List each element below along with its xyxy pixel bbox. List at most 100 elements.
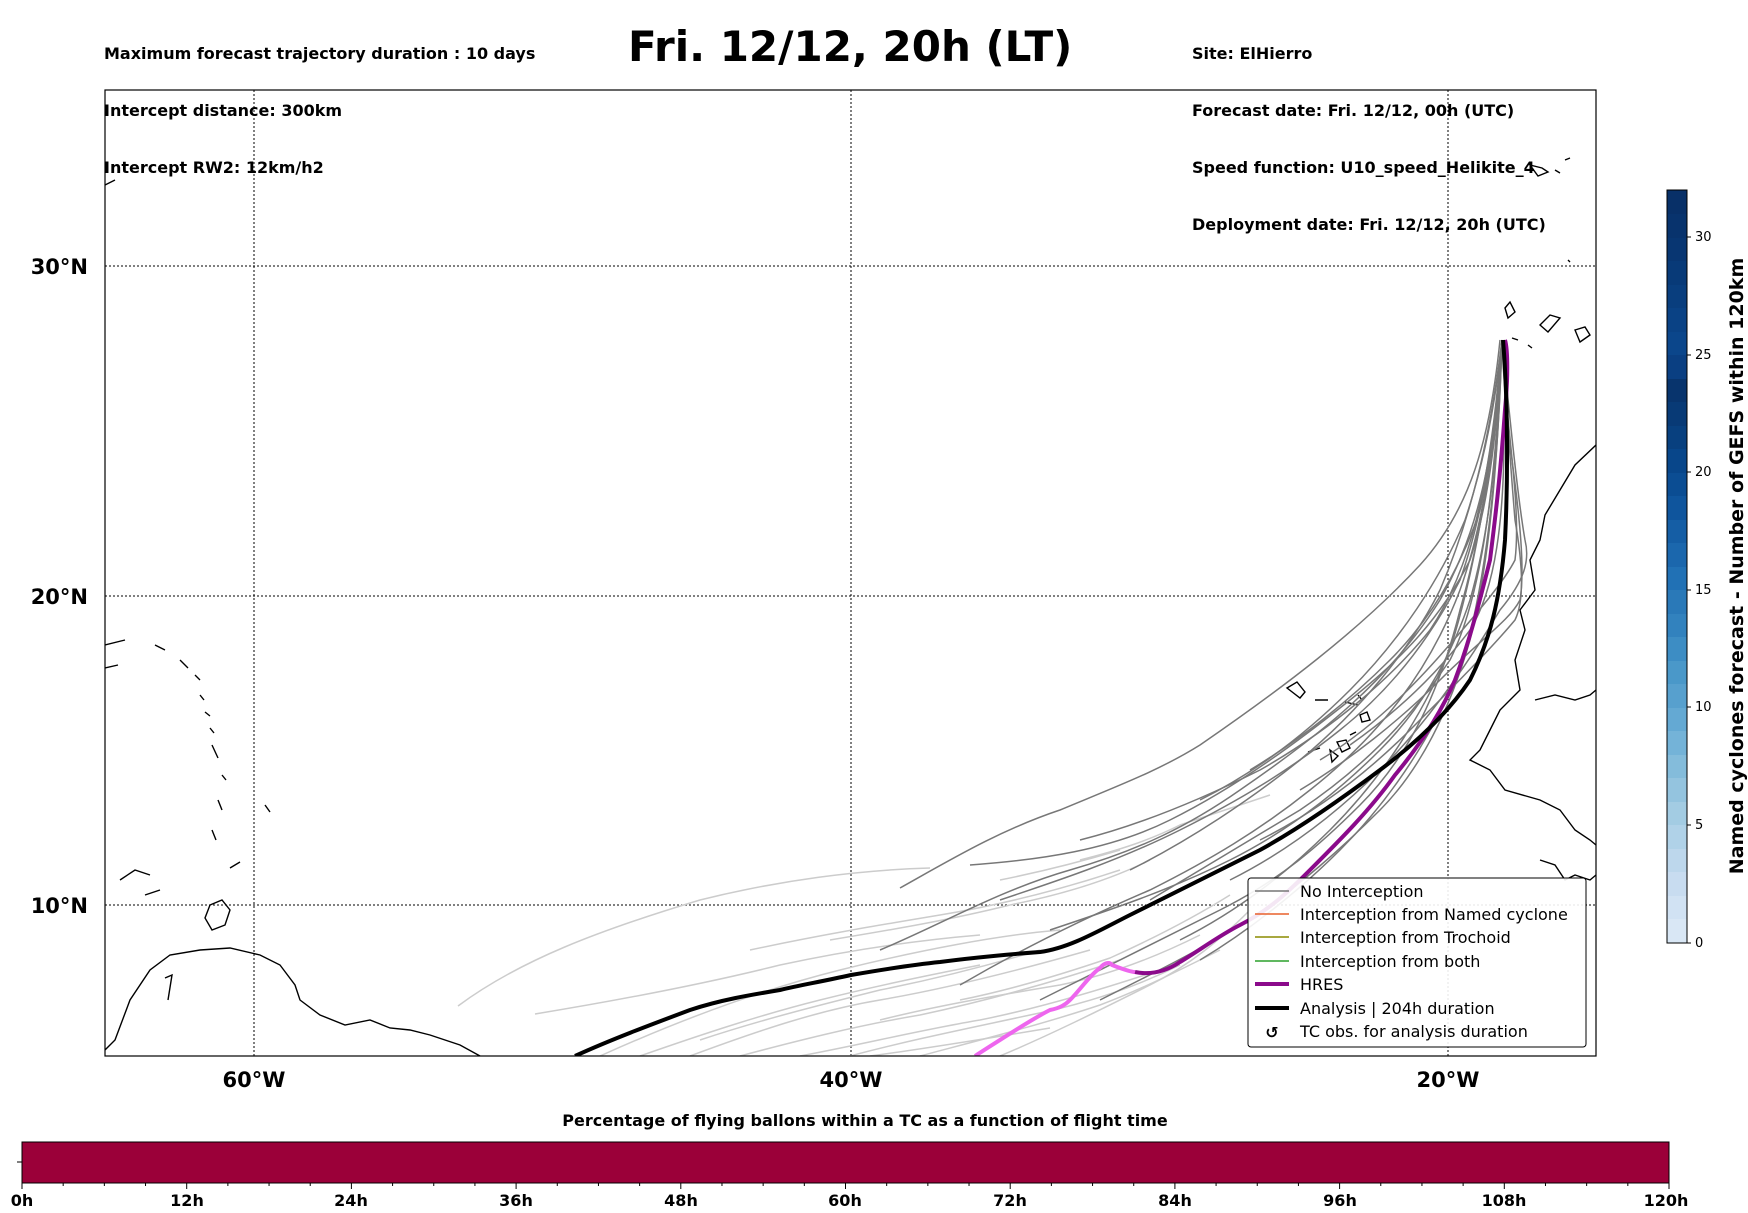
trajectory-faint-4 [689, 949, 1091, 1056]
colorbar-band-4 [1667, 825, 1687, 849]
duration-line: Maximum forecast trajectory duration : 1… [104, 44, 536, 63]
colorbar: 0 5 10 15 20 25 30 Named cyclones foreca… [1666, 189, 1748, 951]
south-america-coast [105, 947, 481, 1056]
colorbar-tick-20: 20 [1695, 465, 1712, 480]
trajectory-10 [1149, 339, 1503, 901]
colorbar-tick-25: 25 [1695, 348, 1712, 363]
timeline-tick-12h: 12h [170, 1191, 204, 1210]
colorbar-band-1 [1667, 895, 1687, 919]
madeira [1528, 157, 1571, 177]
trajectory-17 [1319, 399, 1518, 761]
colorbar-band-29 [1667, 237, 1687, 261]
trajectory-faint-3 [599, 929, 1061, 1056]
trajectory-faint-6 [799, 969, 1161, 1056]
timeline-tick-108h: 108h [1482, 1191, 1527, 1210]
colorbar-band-5 [1667, 801, 1687, 825]
lat-label-30n: 30°N [31, 255, 88, 279]
colorbar-tick-30: 30 [1695, 230, 1712, 245]
colorbar-tick-15: 15 [1695, 583, 1712, 598]
timeline-tick-96h: 96h [1323, 1191, 1357, 1210]
colorbar-band-23 [1667, 378, 1687, 402]
trajectory-faint-14 [639, 964, 981, 1056]
trajectory-faint-11 [919, 949, 1221, 1056]
trajectory-faint-13 [699, 949, 1041, 1041]
intercept-distance-line: Intercept distance: 300km [104, 101, 343, 120]
trajectory-faint-17 [1079, 794, 1271, 861]
colorbar-frame [1666, 189, 1688, 944]
colorbar-band-8 [1667, 731, 1687, 755]
legend-label-no-interception: No Interception [1300, 882, 1424, 901]
trajectory-9 [1079, 339, 1503, 841]
colorbar-band-14 [1667, 590, 1687, 614]
legend-label-tc-obs: TC obs. for analysis duration [1299, 1022, 1528, 1041]
trajectory-1 [899, 339, 1501, 889]
deployment-date-line: Deployment date: Fri. 12/12, 20h (UTC) [1192, 215, 1546, 234]
trajectory-13 [1259, 339, 1523, 841]
colorbar-band-30 [1667, 214, 1687, 238]
trajectory-2 [879, 339, 1503, 951]
forecast-parameters: Maximum forecast trajectory duration : 1… [104, 6, 535, 196]
trajectory-19 [1129, 339, 1503, 871]
trinidad-coast [204, 899, 231, 931]
colorbar-band-10 [1667, 684, 1687, 708]
tc-obs-icon: ↺ [1265, 1023, 1278, 1042]
trajectory-faint-18 [999, 849, 1121, 881]
colorbar-band-13 [1667, 613, 1687, 637]
colorbar-band-19 [1667, 472, 1687, 496]
colorbar-band-17 [1667, 519, 1687, 543]
timeline-fill [22, 1142, 1669, 1183]
trajectory-15 [1249, 339, 1503, 771]
timeline-title: Percentage of flying ballons within a TC… [562, 1111, 1168, 1130]
colorbar-band-6 [1667, 778, 1687, 802]
colorbar-tick-0: 0 [1695, 936, 1703, 951]
trajectory-faint-1 [457, 867, 931, 1007]
legend-label-trochoid: Interception from Trochoid [1300, 928, 1511, 947]
trajectory-faint-15 [869, 1027, 1051, 1056]
site-info: Site: ElHierro Forecast date: Fri. 12/12… [1192, 6, 1546, 253]
guinea-coast [1539, 859, 1596, 881]
colorbar-band-16 [1667, 543, 1687, 567]
forecast-date-line: Forecast date: Fri. 12/12, 00h (UTC) [1192, 101, 1515, 120]
colorbar-band-25 [1667, 331, 1687, 355]
timeline-tick-72h: 72h [993, 1191, 1027, 1210]
colorbar-band-21 [1667, 425, 1687, 449]
colorbar-band-7 [1667, 754, 1687, 778]
trajectory-faint-12 [959, 894, 1231, 1001]
timeline-tick-48h: 48h [664, 1191, 698, 1210]
timeline: Percentage of flying ballons within a TC… [11, 1111, 1689, 1210]
caribbean-islands [105, 639, 173, 1001]
colorbar-band-12 [1667, 637, 1687, 661]
colorbar-band-15 [1667, 566, 1687, 590]
coastlines [105, 157, 1596, 1056]
colorbar-label: Named cyclones forecast - Number of GEFS… [1726, 258, 1748, 875]
legend-label-hres: HRES [1300, 975, 1343, 994]
lat-label-20n: 20°N [31, 585, 88, 609]
timeline-tick-60h: 60h [828, 1191, 862, 1210]
timeline-tick-36h: 36h [499, 1191, 533, 1210]
legend-label-both: Interception from both [1300, 952, 1480, 971]
page-title: Fri. 12/12, 20h (LT) [628, 22, 1073, 71]
hres-trajectory [1134, 339, 1510, 976]
senegal-coast [1534, 689, 1596, 701]
speed-function-line: Speed function: U10_speed_Helikite_4 [1192, 158, 1535, 177]
colorbar-band-11 [1667, 660, 1687, 684]
trajectory-16 [1199, 339, 1503, 801]
site-line: Site: ElHierro [1192, 44, 1313, 63]
lon-label-40w: 40°W [820, 1068, 883, 1092]
colorbar-tick-5: 5 [1695, 818, 1703, 833]
faint-trajectories [457, 794, 1271, 1056]
colorbar-band-2 [1667, 872, 1687, 896]
trajectory-8 [969, 339, 1503, 866]
colorbar-band-9 [1667, 707, 1687, 731]
colorbar-band-20 [1667, 449, 1687, 473]
trajectory-faint-7 [849, 964, 1181, 1056]
colorbar-band-31 [1667, 190, 1687, 214]
bermuda-like [105, 179, 1571, 263]
colorbar-band-0 [1667, 919, 1687, 943]
timeline-tick-84h: 84h [1158, 1191, 1192, 1210]
trajectory-faint-10 [829, 859, 1151, 941]
hres-early-segment [973, 961, 1136, 1056]
legend-label-analysis: Analysis | 204h duration [1300, 999, 1495, 1018]
intercept-rw2-line: Intercept RW2: 12km/h2 [104, 158, 324, 177]
